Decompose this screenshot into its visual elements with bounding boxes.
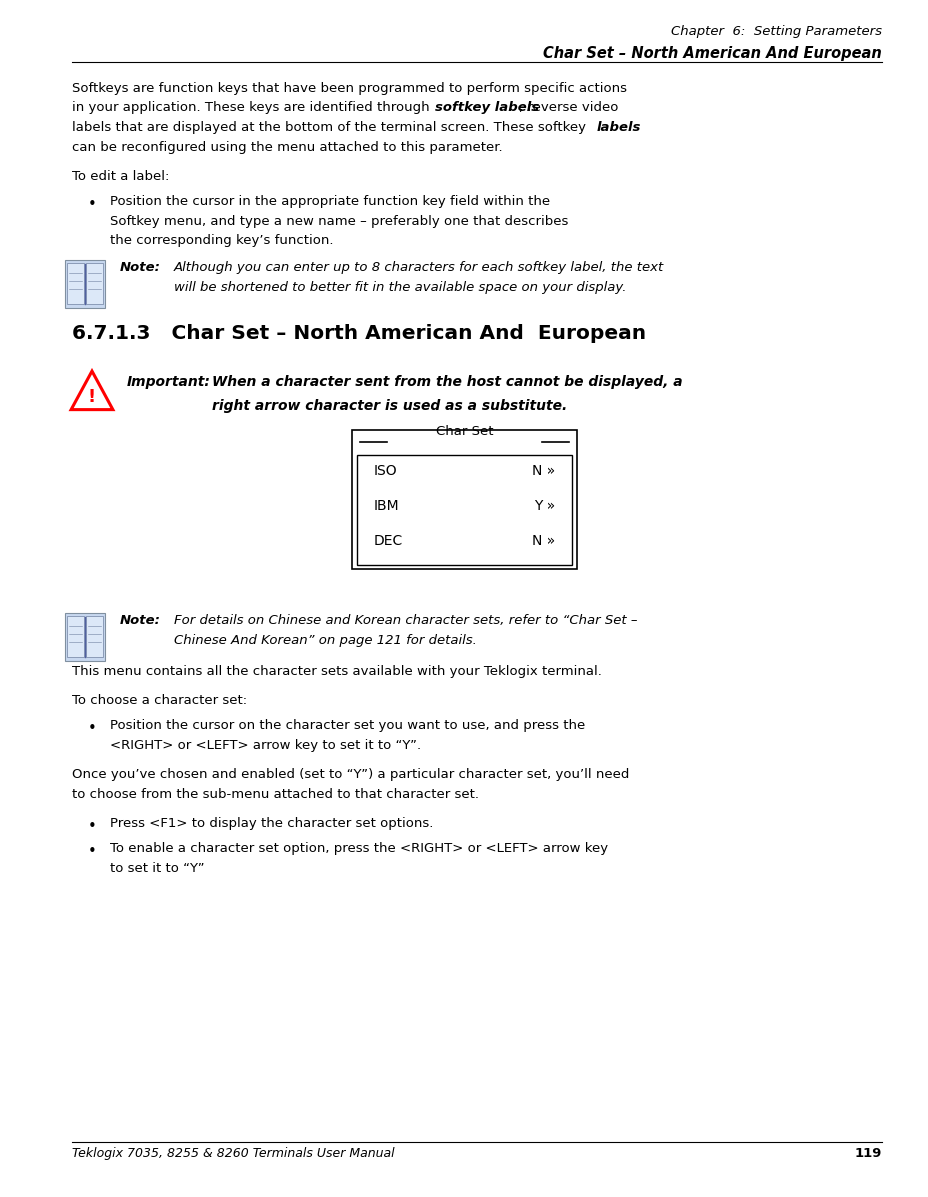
Text: Softkeys are function keys that have been programmed to perform specific actions: Softkeys are function keys that have bee… — [72, 83, 626, 95]
Text: , reverse video: , reverse video — [519, 102, 618, 115]
Text: can be reconfigured using the menu attached to this parameter.: can be reconfigured using the menu attac… — [72, 140, 502, 153]
Text: Important:: Important: — [127, 375, 211, 389]
FancyBboxPatch shape — [67, 616, 84, 657]
Text: Y »: Y » — [534, 499, 554, 514]
Text: •: • — [88, 844, 97, 859]
Text: 6.7.1.3   Char Set – North American And  European: 6.7.1.3 Char Set – North American And Eu… — [72, 324, 646, 342]
Text: For details on Chinese and Korean character sets, refer to “Char Set –: For details on Chinese and Korean charac… — [174, 614, 637, 627]
Text: To edit a label:: To edit a label: — [72, 170, 169, 183]
Text: !: ! — [88, 388, 96, 406]
Text: Chapter  6:  Setting Parameters: Chapter 6: Setting Parameters — [670, 25, 881, 38]
Text: Although you can enter up to 8 characters for each softkey label, the text: Although you can enter up to 8 character… — [174, 261, 664, 274]
Text: the corresponding key’s function.: the corresponding key’s function. — [110, 235, 333, 247]
Text: ISO: ISO — [374, 464, 397, 478]
Text: •: • — [88, 819, 97, 834]
Text: Position the cursor in the appropriate function key field within the: Position the cursor in the appropriate f… — [110, 195, 549, 208]
Text: Note:: Note: — [120, 614, 161, 627]
FancyBboxPatch shape — [65, 613, 105, 661]
Text: DEC: DEC — [374, 534, 403, 548]
Text: N »: N » — [531, 534, 554, 548]
FancyBboxPatch shape — [65, 261, 105, 309]
Text: labels that are displayed at the bottom of the terminal screen. These softkey: labels that are displayed at the bottom … — [72, 121, 589, 134]
Text: Char Set: Char Set — [435, 425, 493, 438]
Text: Press <F1> to display the character set options.: Press <F1> to display the character set … — [110, 816, 432, 830]
Text: •: • — [88, 722, 97, 736]
Polygon shape — [71, 371, 113, 409]
Bar — [352, 430, 576, 569]
Text: <RIGHT> or <LEFT> arrow key to set it to “Y”.: <RIGHT> or <LEFT> arrow key to set it to… — [110, 739, 420, 752]
Text: IBM: IBM — [374, 499, 399, 514]
Text: Teklogix 7035, 8255 & 8260 Terminals User Manual: Teklogix 7035, 8255 & 8260 Terminals Use… — [72, 1147, 394, 1160]
Text: Softkey menu, and type a new name – preferably one that describes: Softkey menu, and type a new name – pref… — [110, 214, 568, 227]
FancyBboxPatch shape — [86, 263, 103, 304]
Text: to choose from the sub-menu attached to that character set.: to choose from the sub-menu attached to … — [72, 788, 479, 801]
Text: to set it to “Y”: to set it to “Y” — [110, 862, 204, 875]
Bar — [356, 455, 572, 565]
Text: This menu contains all the character sets available with your Teklogix terminal.: This menu contains all the character set… — [72, 664, 601, 678]
Text: •: • — [88, 198, 97, 212]
FancyBboxPatch shape — [67, 263, 84, 304]
Text: softkey labels: softkey labels — [435, 102, 539, 115]
Text: right arrow character is used as a substitute.: right arrow character is used as a subst… — [212, 399, 567, 413]
Text: 119: 119 — [854, 1147, 881, 1160]
Text: To choose a character set:: To choose a character set: — [72, 694, 247, 707]
Text: Chinese And Korean” on page 121 for details.: Chinese And Korean” on page 121 for deta… — [174, 633, 476, 646]
Text: To enable a character set option, press the <RIGHT> or <LEFT> arrow key: To enable a character set option, press … — [110, 843, 608, 855]
Text: Char Set – North American And European: Char Set – North American And European — [543, 45, 881, 61]
Text: When a character sent from the host cannot be displayed, a: When a character sent from the host cann… — [212, 375, 682, 389]
Text: Once you’ve chosen and enabled (set to “Y”) a particular character set, you’ll n: Once you’ve chosen and enabled (set to “… — [72, 768, 628, 782]
Text: will be shortened to better fit in the available space on your display.: will be shortened to better fit in the a… — [174, 281, 625, 294]
Text: in your application. These keys are identified through: in your application. These keys are iden… — [72, 102, 433, 115]
FancyBboxPatch shape — [86, 616, 103, 657]
Text: labels: labels — [596, 121, 640, 134]
Text: Note:: Note: — [120, 261, 161, 274]
Text: Position the cursor on the character set you want to use, and press the: Position the cursor on the character set… — [110, 719, 585, 733]
Text: N »: N » — [531, 464, 554, 478]
